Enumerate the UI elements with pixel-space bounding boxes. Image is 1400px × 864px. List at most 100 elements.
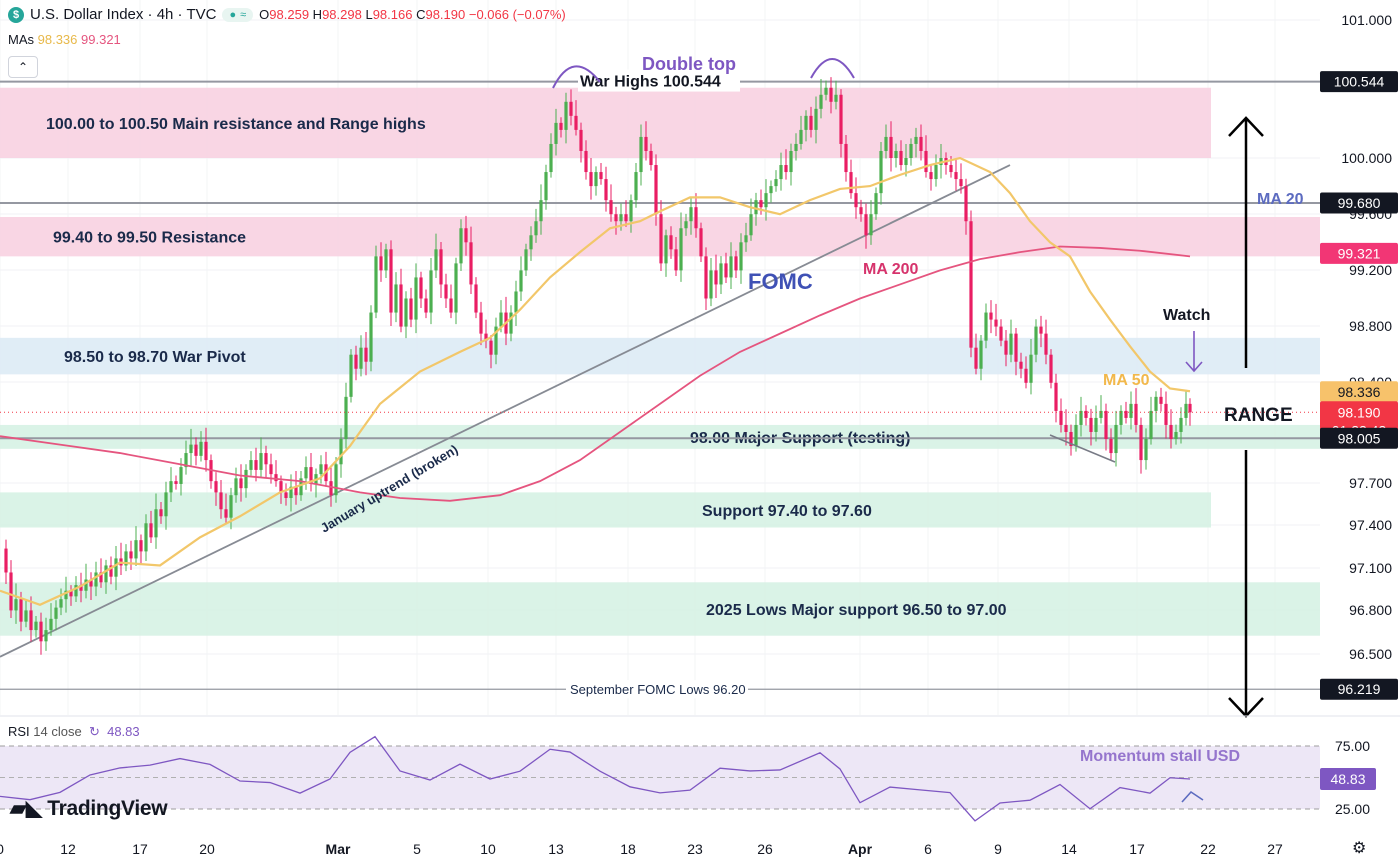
price-tag [1320, 381, 1398, 403]
annotation-ma20: MA 20 [1257, 191, 1304, 208]
price-axis-tick: 101.000 [1341, 12, 1392, 28]
candle-body [424, 298, 428, 313]
candle-body [359, 347, 363, 369]
time-axis-tick: 13 [548, 841, 564, 857]
candle-body [129, 551, 133, 559]
candle-body [384, 249, 388, 271]
tradingview-logo[interactable]: ▰◣ TradingView [10, 797, 168, 820]
candle-body [469, 242, 473, 285]
candle-body [1064, 424, 1068, 432]
time-axis-tick: 6 [924, 841, 932, 857]
candle-body [144, 523, 148, 552]
candle-body [249, 460, 253, 470]
candle-body [319, 464, 323, 475]
candle-body [399, 284, 403, 327]
candle-body [154, 509, 158, 538]
candle-body [754, 200, 758, 215]
candle-body [254, 460, 258, 470]
time-axis-tick: 27 [1267, 841, 1283, 857]
candle-body [1089, 417, 1093, 432]
candle-body [1109, 439, 1113, 454]
candle-body [299, 478, 303, 496]
candle-body [584, 150, 588, 173]
candle-body [4, 548, 8, 573]
time-axis-tick: 23 [687, 841, 703, 857]
zone-pivot [0, 337, 1320, 375]
candle-body [839, 94, 843, 144]
candle-body [1114, 424, 1118, 454]
candle-body [1179, 417, 1183, 432]
candle-body [914, 136, 918, 144]
candle-body [339, 439, 343, 465]
candle-body [449, 298, 453, 313]
candle-body [689, 207, 693, 222]
candle-body [1184, 403, 1188, 418]
double-top-arc [552, 65, 601, 89]
rsi-value-tag [1320, 767, 1376, 790]
candle-body [919, 136, 923, 151]
candle-body [9, 572, 13, 611]
candle-body [114, 558, 118, 577]
candle-body [859, 207, 863, 215]
status-pill[interactable]: ● ≈ [222, 7, 254, 22]
wave-icon: ≈ [240, 8, 247, 21]
candle-body [724, 263, 728, 278]
candle-body [769, 186, 773, 194]
candle-body [669, 235, 673, 250]
candle-body [344, 396, 348, 439]
candle-body [799, 129, 803, 144]
candle-body [494, 326, 498, 355]
candle-body [1079, 410, 1083, 425]
rsi-axis-tick: 25.00 [1335, 801, 1370, 817]
candle-body [874, 193, 878, 215]
price-tag [1320, 427, 1398, 449]
candle-body [79, 585, 83, 591]
candle-body [234, 478, 238, 496]
candle-body [199, 441, 203, 456]
annotation-fomc: FOMC [748, 269, 813, 294]
wedge-line [1049, 434, 1116, 463]
symbol-title[interactable]: U.S. Dollar Index · 4h · TVC [30, 6, 217, 23]
candle-body [929, 172, 933, 180]
time-axis-tick: 0 [0, 841, 4, 857]
candle-body [1124, 410, 1128, 418]
price-axis-tick: 97.400 [1349, 517, 1392, 533]
candle-body [419, 277, 423, 299]
price-tag-text: 100.544 [1334, 74, 1385, 90]
chevron-up-icon[interactable]: ⌃ [8, 56, 38, 78]
candle-body [374, 256, 378, 313]
candle-body [174, 481, 178, 484]
ma-legend[interactable]: MAs 98.336 99.321 [8, 32, 121, 47]
candle-body [804, 115, 808, 130]
price-tag [1320, 71, 1398, 93]
candle-body [179, 467, 183, 484]
candle-body [789, 150, 793, 173]
annotation-watch: Watch [1163, 307, 1210, 324]
candle-body [1174, 431, 1178, 439]
candle-body [764, 193, 768, 208]
candle-body [354, 354, 358, 369]
candle-body [514, 291, 518, 313]
candle-body [84, 579, 88, 591]
gear-icon[interactable]: ⚙ [1352, 840, 1367, 857]
candle-body [684, 221, 688, 229]
candle-body [544, 172, 548, 201]
candle-body [559, 122, 563, 130]
zone-label: 98.50 to 98.70 War Pivot [64, 349, 246, 366]
price-tag-text: 98.005 [1338, 430, 1381, 446]
rsi-legend[interactable]: RSI 14 close ↻ 48.83 [8, 724, 140, 739]
price-tag-text: 98.190 [1338, 404, 1381, 420]
candle-body [699, 228, 703, 257]
candle-body [524, 249, 528, 271]
candle-body [644, 136, 648, 151]
candle-body [589, 172, 593, 187]
candle-body [934, 165, 938, 180]
annotation-ma200: MA 200 [863, 261, 919, 278]
candle-body [659, 214, 663, 264]
candle-body [824, 87, 828, 95]
candle-body [1059, 410, 1063, 425]
candle-body [1139, 424, 1143, 461]
candle-body [259, 453, 263, 470]
candle-body [604, 179, 608, 201]
